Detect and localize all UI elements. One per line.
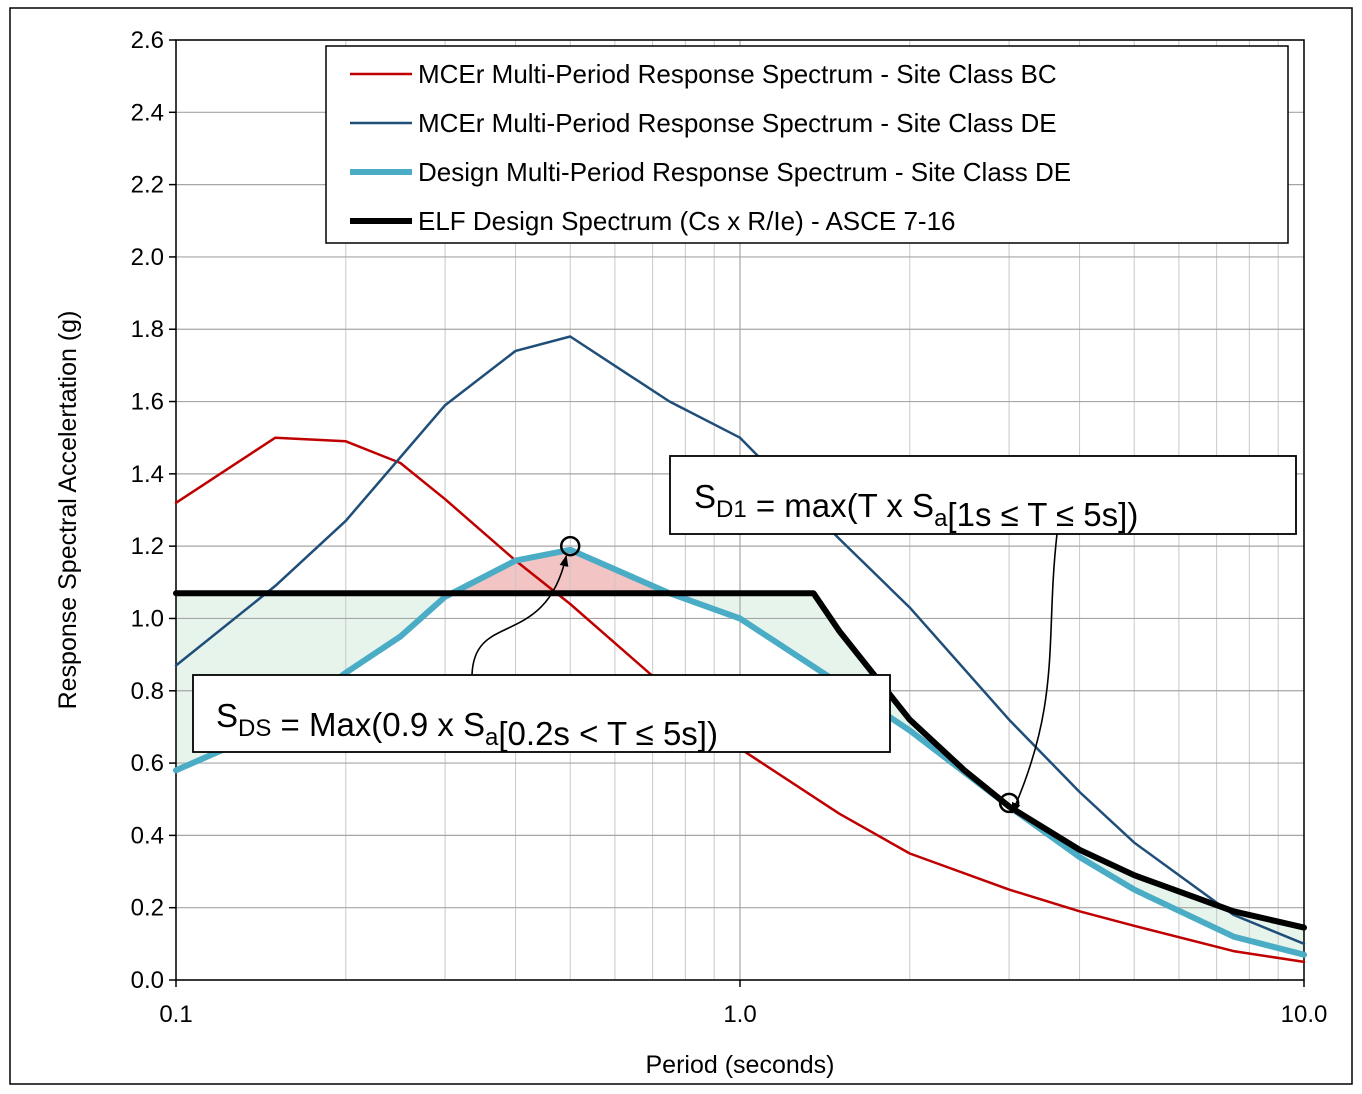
axis-ticks: 0.0 0.2 0.4 0.6 0.8 1.0 1.2 1.4 1.6 1.8 2.0 2.2 2.4 2… <box>131 27 1328 1028</box>
legend-label: Design Multi-Period Response Spectrum - … <box>418 157 1071 187</box>
annotation-subscript: DS <box>238 715 271 742</box>
annotation-arrows <box>471 533 1058 814</box>
legend-label: ELF Design Spectrum (Cs x R/Ie) - ASCE 7… <box>418 206 956 236</box>
series-line-mcer-de <box>174 335 1306 946</box>
annotation-segment: = Max(0.9 x S <box>271 706 485 743</box>
y-tick-label: 2.0 <box>131 244 164 271</box>
annotation-subscript: a <box>934 505 948 532</box>
y-tick-label: 1.0 <box>131 605 164 632</box>
annotation-box-sds <box>192 674 891 753</box>
annotation-text-sds: SDS = Max(0.9 x Sa[0.2s < T ≤ 5s]) <box>216 697 718 752</box>
annotation-boxes: SDS = Max(0.9 x Sa[0.2s < T ≤ 5s])SD1 = … <box>192 455 1297 753</box>
x-tick-label: 10.0 <box>1281 1001 1328 1028</box>
y-tick-label: 0.4 <box>131 822 164 849</box>
x-tick-label: 1.0 <box>723 1001 756 1028</box>
series-line-design-de <box>173 546 1307 958</box>
point-marker-sds <box>559 535 581 557</box>
y-tick-label: 1.8 <box>131 316 164 343</box>
annotation-subscript: a <box>485 724 499 751</box>
annotation-subscript: D1 <box>716 496 747 523</box>
annotation-segment: = max(T x S <box>747 487 934 524</box>
series-line-elf <box>173 590 1307 931</box>
y-axis-label: Response Spectral Accelertation (g) <box>54 311 82 710</box>
y-tick-label: 1.6 <box>131 389 164 416</box>
y-tick-label: 0.8 <box>131 678 164 705</box>
y-tick-label: 2.2 <box>131 172 164 199</box>
x-axis-label: Period (seconds) <box>646 1051 835 1079</box>
legend-box <box>325 45 1289 244</box>
y-tick-label: 2.6 <box>131 27 164 54</box>
legend-label: MCEr Multi-Period Response Spectrum - Si… <box>418 59 1057 89</box>
annotation-segment: S <box>216 697 238 734</box>
legend-label: MCEr Multi-Period Response Spectrum - Si… <box>418 108 1057 138</box>
annotation-segment: [0.2s < T ≤ 5s]) <box>498 715 718 752</box>
annotation-arrow-sds <box>471 555 569 676</box>
y-tick-label: 1.4 <box>131 461 164 488</box>
y-tick-label: 0.2 <box>131 895 164 922</box>
y-tick-label: 2.4 <box>131 99 164 126</box>
legend: MCEr Multi-Period Response Spectrum - Si… <box>325 45 1289 244</box>
annotation-segment: [1s ≤ T ≤ 5s]) <box>947 496 1138 533</box>
annotation-box-sd1 <box>669 455 1297 535</box>
annotation-segment: S <box>694 478 716 515</box>
y-tick-label: 0.6 <box>131 750 164 777</box>
annotation-arrow-sd1 <box>1011 533 1058 814</box>
x-tick-label: 0.1 <box>159 1001 192 1028</box>
series-lines <box>173 335 1307 964</box>
y-tick-label: 1.2 <box>131 533 164 560</box>
annotation-text-sd1: SD1 = max(T x Sa[1s ≤ T ≤ 5s]) <box>694 478 1138 533</box>
y-tick-label: 0.0 <box>131 967 164 994</box>
